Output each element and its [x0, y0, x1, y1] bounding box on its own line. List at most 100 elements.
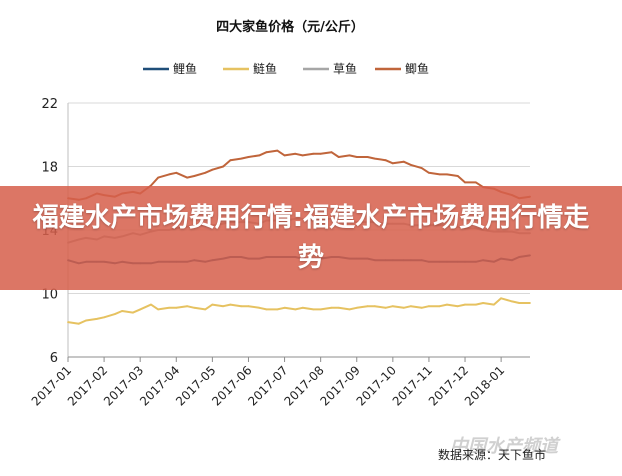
data-point	[391, 162, 394, 165]
data-point	[402, 306, 405, 309]
data-point	[168, 306, 171, 309]
data-point	[464, 303, 466, 306]
data-point	[373, 305, 376, 308]
data-point	[265, 308, 268, 311]
data-point	[283, 306, 286, 309]
headline-text: 福建水产市场费用行情:福建水产市场费用行情走势	[32, 203, 590, 273]
data-point	[402, 160, 405, 163]
data-point	[493, 303, 495, 306]
data-point	[175, 171, 178, 174]
data-point	[348, 308, 351, 311]
data-point	[366, 305, 369, 308]
data-point	[247, 156, 250, 158]
data-point	[247, 305, 250, 308]
data-point	[355, 156, 358, 158]
data-point	[157, 308, 160, 311]
data-point	[428, 305, 430, 308]
data-point	[410, 164, 412, 166]
data-point	[518, 302, 521, 304]
data-point	[438, 173, 441, 176]
data-point	[428, 171, 430, 174]
data-point	[258, 154, 261, 157]
y-tick-label: 10	[41, 288, 58, 303]
data-point	[438, 305, 441, 308]
data-point	[355, 306, 358, 309]
source-footnote: 数据来源：天下鱼市	[438, 448, 547, 462]
data-point	[475, 303, 477, 306]
data-point	[211, 303, 214, 306]
data-point	[168, 173, 171, 176]
data-point	[211, 168, 214, 171]
data-point	[312, 152, 315, 155]
y-tick-label: 22	[41, 97, 58, 112]
data-point	[276, 149, 279, 152]
data-point	[464, 181, 466, 184]
data-point	[96, 318, 98, 320]
data-point	[77, 322, 80, 325]
data-point	[482, 302, 484, 304]
data-point	[420, 167, 423, 170]
data-point	[150, 184, 152, 187]
data-point	[85, 319, 87, 322]
data-point	[294, 308, 297, 311]
watermark-text: 中国水产频道	[450, 436, 558, 457]
data-point	[193, 306, 196, 309]
data-point	[337, 306, 340, 309]
data-point	[229, 303, 232, 306]
data-point	[319, 308, 322, 311]
data-point	[475, 181, 477, 184]
data-point	[446, 173, 448, 176]
data-point	[366, 156, 369, 158]
series-line-1	[67, 297, 530, 325]
data-point	[175, 306, 178, 309]
data-point	[132, 311, 134, 314]
legend-label: 鲤鱼	[173, 62, 197, 76]
x-tick-label: 2018-01	[462, 363, 507, 408]
data-point	[265, 151, 268, 154]
data-point	[319, 152, 322, 155]
data-point	[301, 154, 304, 157]
data-point	[186, 176, 189, 179]
data-point	[500, 297, 502, 300]
data-point	[420, 306, 423, 309]
data-point	[157, 176, 160, 179]
legend-label: 草鱼	[333, 62, 357, 76]
data-point	[456, 305, 459, 308]
data-point	[204, 308, 207, 311]
data-point	[258, 306, 261, 309]
data-point	[337, 156, 340, 158]
data-point	[283, 154, 286, 157]
chart-legend: 鲤鱼 鲢鱼 草鱼 鲫鱼	[143, 61, 429, 76]
data-point	[312, 308, 315, 311]
data-point	[410, 305, 412, 308]
data-point	[384, 306, 387, 309]
data-point	[121, 310, 123, 312]
data-point	[511, 300, 513, 303]
data-point	[139, 308, 142, 311]
data-point	[240, 305, 243, 308]
data-point	[348, 154, 351, 157]
legend-label: 鲫鱼	[405, 62, 429, 76]
data-point	[330, 306, 333, 309]
data-point	[222, 305, 225, 308]
y-tick-label: 18	[41, 161, 58, 176]
legend-label: 鲢鱼	[253, 61, 277, 76]
data-point	[276, 308, 279, 311]
data-point	[222, 165, 225, 168]
chart-title: 四大家鱼价格（元/公斤）	[216, 19, 364, 35]
data-point	[330, 151, 333, 154]
y-tick-label: 6	[50, 351, 58, 366]
data-point	[373, 157, 376, 160]
data-point	[294, 152, 297, 155]
data-point	[391, 305, 394, 308]
data-point	[103, 316, 105, 319]
data-point	[67, 321, 69, 323]
data-point	[186, 305, 189, 308]
data-point	[384, 159, 387, 162]
data-point	[240, 157, 243, 160]
data-point	[193, 175, 196, 177]
data-point	[456, 175, 459, 177]
data-point	[446, 303, 448, 306]
data-point	[229, 159, 232, 162]
headline-banner: 福建水产市场费用行情:福建水产市场费用行情走势	[0, 186, 622, 290]
